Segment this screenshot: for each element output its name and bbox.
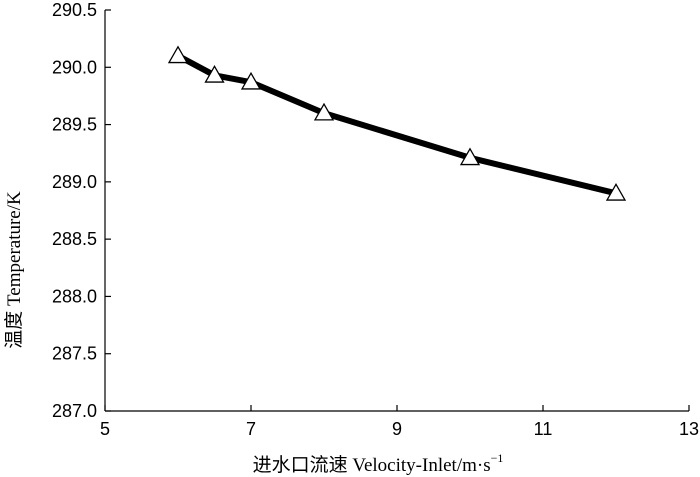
x-tick-label: 7 [246,419,256,439]
data-point-marker [167,45,189,64]
data-point-marker [605,183,627,201]
y-tick-label: 287.5 [52,344,97,364]
y-tick-label: 288.0 [52,286,97,306]
data-point-marker [240,71,262,90]
x-tick-label: 9 [392,419,402,439]
x-tick-label: 13 [679,419,699,439]
y-axis: 287.0 287.5 288.0 288.5 289.0 289.5 290.0 290.5 [52,0,111,421]
y-tick-label: 289.0 [52,172,97,192]
y-tick-label: 290.0 [52,57,97,77]
data-point-marker [459,147,481,166]
data-point-marker [204,64,225,83]
y-axis-title: 温度 Temperature/K [3,191,25,349]
data-point-marker [313,102,335,121]
x-axis: 5 7 9 11 13 [100,405,699,439]
series-line [175,52,619,197]
marker-layer [167,45,627,201]
x-tick-label: 5 [100,419,110,439]
x-axis-title-superscript: −1 [491,451,504,465]
x-tick-label: 11 [534,419,553,439]
x-axis-title-text: 进水口流速 Velocity-Inlet/m·s [253,454,491,476]
series-layer [175,52,619,197]
y-tick-label: 288.5 [52,229,97,249]
y-tick-label: 287.0 [52,401,97,421]
y-tick-label: 290.5 [52,0,97,20]
x-axis-title: 进水口流速 Velocity-Inlet/m·s−1 [253,451,504,476]
y-tick-label: 289.5 [52,115,97,135]
